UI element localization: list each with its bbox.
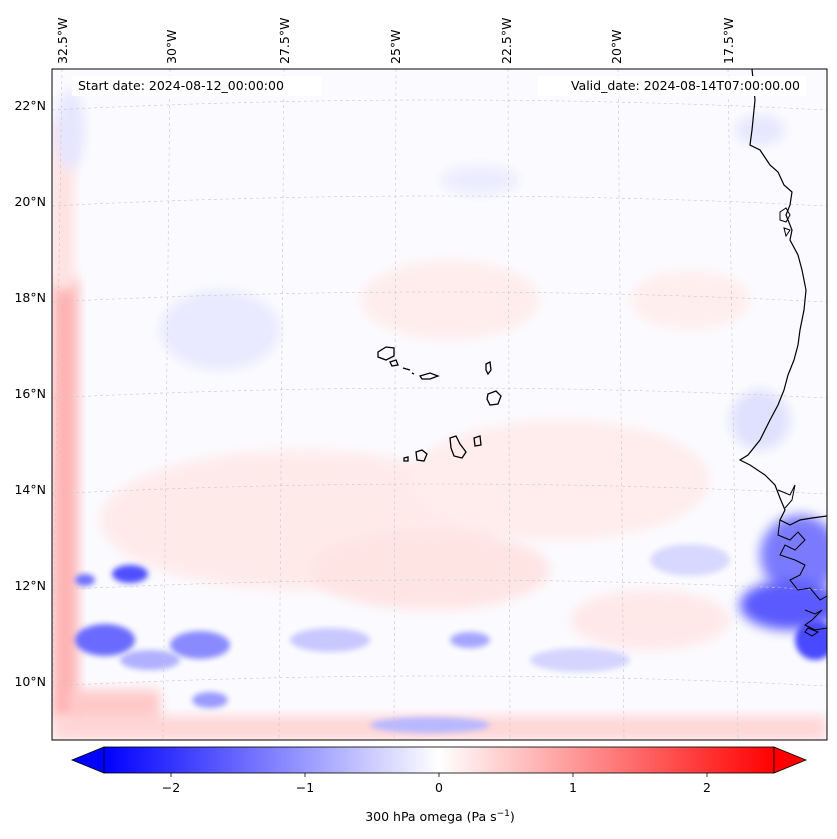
start-date-box [72,76,322,96]
lon-label-27-5w: 27.5°W [277,18,292,64]
lon-label-30w: 30°W [164,29,179,64]
island-santiago [449,435,467,459]
colorbar-tick-label: −2 [162,780,180,795]
island-sao-nicolau [418,372,440,380]
island-maio [473,435,482,447]
lat-label-16n: 16°N [14,386,46,401]
colorbar-tick-label: −1 [296,780,314,795]
start-date-label: Start date: 2024-08-12_00:00:00 [78,78,284,93]
colorbar-tick-label: 1 [569,780,577,795]
colorbar-gradient [103,746,775,774]
colorbar-extend-max [773,746,808,774]
colorbar-label-exponent: −1 [497,809,510,819]
lat-label-18n: 18°N [14,290,46,305]
cape-verde-islands [377,346,502,462]
lat-label-22n: 22°N [14,98,46,113]
colorbar-ticks [170,773,708,777]
island-fogo [415,449,428,462]
colorbar-tick-label: 0 [435,780,443,795]
island-santo-antao [377,346,395,361]
lon-label-20w: 20°W [609,29,624,64]
longitude-labels: 32.5°W 30°W 27.5°W 25°W 22.5°W 20°W 17.5… [55,18,736,64]
colorbar-label: 300 hPa omega (Pa s−1) [365,809,515,824]
omega-field [52,90,827,740]
coast-inlet [779,207,791,238]
map-panel: Start date: 2024-08-12_00:00:00 Valid_da… [52,69,827,740]
gridlines [52,69,827,740]
lat-label-10n: 10°N [14,674,46,689]
lon-label-17-5w: 17.5°W [721,18,736,64]
colorbar-label-prefix: 300 hPa omega (Pa s [365,809,496,824]
lon-label-22-5w: 22.5°W [499,18,514,64]
lat-label-14n: 14°N [14,482,46,497]
island-boa-vista [486,390,502,406]
valid-date-label: Valid_date: 2024-08-14T07:00:00.00 [571,78,800,93]
island-sao-vicente [389,359,399,367]
island-brava [403,456,409,462]
lat-label-12n: 12°N [14,578,46,593]
valid-date-box [538,76,806,96]
island-santa-luzia [402,367,415,375]
island-sal [485,361,492,376]
map-frame [51,68,828,741]
colorbar-extend-min [70,746,105,774]
latitude-labels: 22°N 20°N 18°N 16°N 14°N 12°N 10°N [14,98,46,689]
west-africa-coastline [738,69,827,526]
lon-label-32-5w: 32.5°W [55,18,70,64]
colorbar-label-suffix: ) [510,809,515,824]
colorbar-tick-label: 2 [703,780,711,795]
lat-label-20n: 20°N [14,194,46,209]
lon-label-25w: 25°W [388,29,403,64]
colorbar: −2 −1 0 1 2 300 hPa omega (Pa s−1) [70,746,808,824]
senegal-gambia-coast [777,484,827,637]
